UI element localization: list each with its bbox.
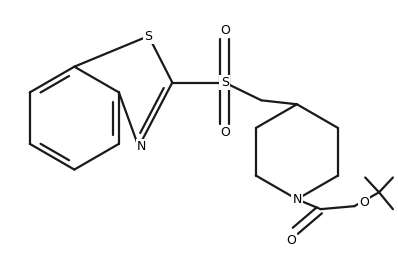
Text: S: S: [144, 30, 152, 43]
Text: O: O: [286, 234, 296, 247]
Text: N: N: [292, 193, 302, 206]
Text: N: N: [137, 140, 146, 153]
Text: O: O: [220, 126, 230, 139]
Text: O: O: [220, 24, 230, 37]
Text: O: O: [359, 196, 369, 209]
Text: S: S: [221, 76, 229, 89]
